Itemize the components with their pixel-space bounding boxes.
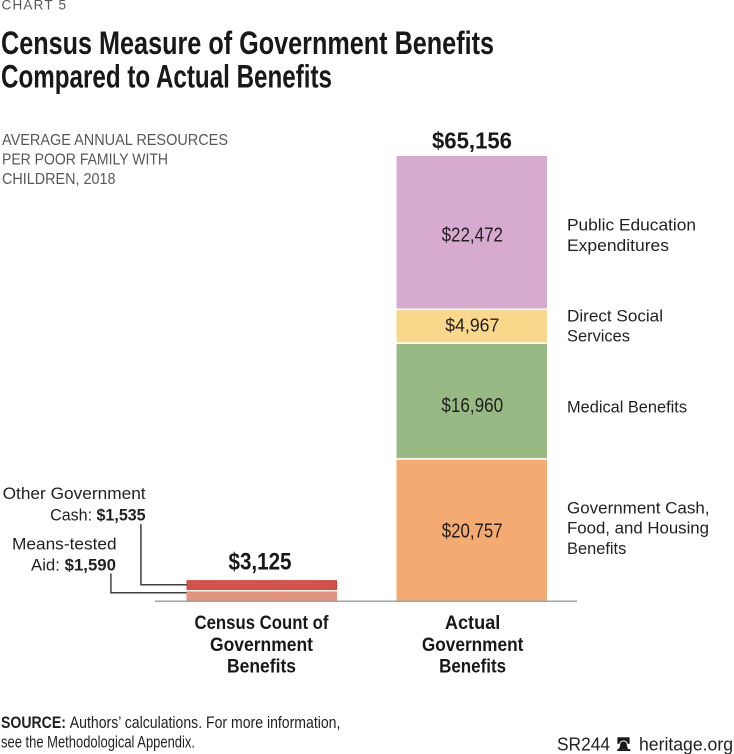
svg-text:Benefits: Benefits [439, 656, 506, 677]
svg-text:Government: Government [210, 635, 314, 656]
svg-text:Means-tested: Means-tested [12, 535, 117, 553]
svg-text:Cash:: Cash: [50, 506, 96, 524]
svg-text:Aid:: Aid: [31, 557, 65, 575]
svg-text:$1,535: $1,535 [97, 506, 146, 524]
svg-text:Medical Benefits: Medical Benefits [567, 397, 687, 416]
svg-text:$1,590: $1,590 [65, 557, 116, 575]
svg-text:$20,757: $20,757 [442, 520, 503, 542]
svg-text:$22,472: $22,472 [442, 225, 503, 247]
svg-text:CHILDREN, 2018: CHILDREN, 2018 [2, 171, 116, 188]
svg-text:SR244: SR244 [557, 734, 610, 754]
svg-text:Services: Services [567, 327, 630, 346]
svg-text:Public Education: Public Education [567, 216, 696, 235]
svg-text:Census Count of: Census Count of [195, 613, 330, 634]
svg-text:Authors’ calculations. For mor: Authors’ calculations. For more informat… [70, 714, 341, 732]
svg-text:Government: Government [422, 635, 524, 656]
svg-text:Benefits: Benefits [567, 539, 626, 558]
svg-text:$3,125: $3,125 [229, 548, 292, 575]
svg-text:Government Cash,: Government Cash, [567, 499, 710, 518]
svg-text:CHART 5: CHART 5 [2, 0, 67, 13]
svg-text:Food, and Housing: Food, and Housing [567, 519, 709, 538]
svg-text:Benefits: Benefits [227, 656, 296, 677]
svg-text:PER POOR FAMILY WITH: PER POOR FAMILY WITH [2, 152, 168, 169]
svg-text:Actual: Actual [445, 613, 501, 634]
svg-text:Compared to Actual Benefits: Compared to Actual Benefits [1, 59, 332, 95]
svg-text:see the Methodological Appendi: see the Methodological Appendix. [1, 734, 195, 752]
svg-text:Direct Social: Direct Social [567, 307, 663, 326]
svg-text:AVERAGE ANNUAL RESOURCES: AVERAGE ANNUAL RESOURCES [2, 132, 228, 149]
svg-text:$65,156: $65,156 [432, 128, 512, 154]
svg-text:Expenditures: Expenditures [567, 236, 669, 255]
svg-text:Census Measure of Government B: Census Measure of Government Benefits [1, 25, 494, 61]
svg-text:SOURCE:: SOURCE: [1, 714, 70, 732]
svg-text:Other Government: Other Government [3, 485, 146, 503]
svg-text:$16,960: $16,960 [441, 395, 503, 417]
svg-text:$4,967: $4,967 [445, 315, 499, 335]
svg-text:heritage.org: heritage.org [639, 734, 733, 754]
